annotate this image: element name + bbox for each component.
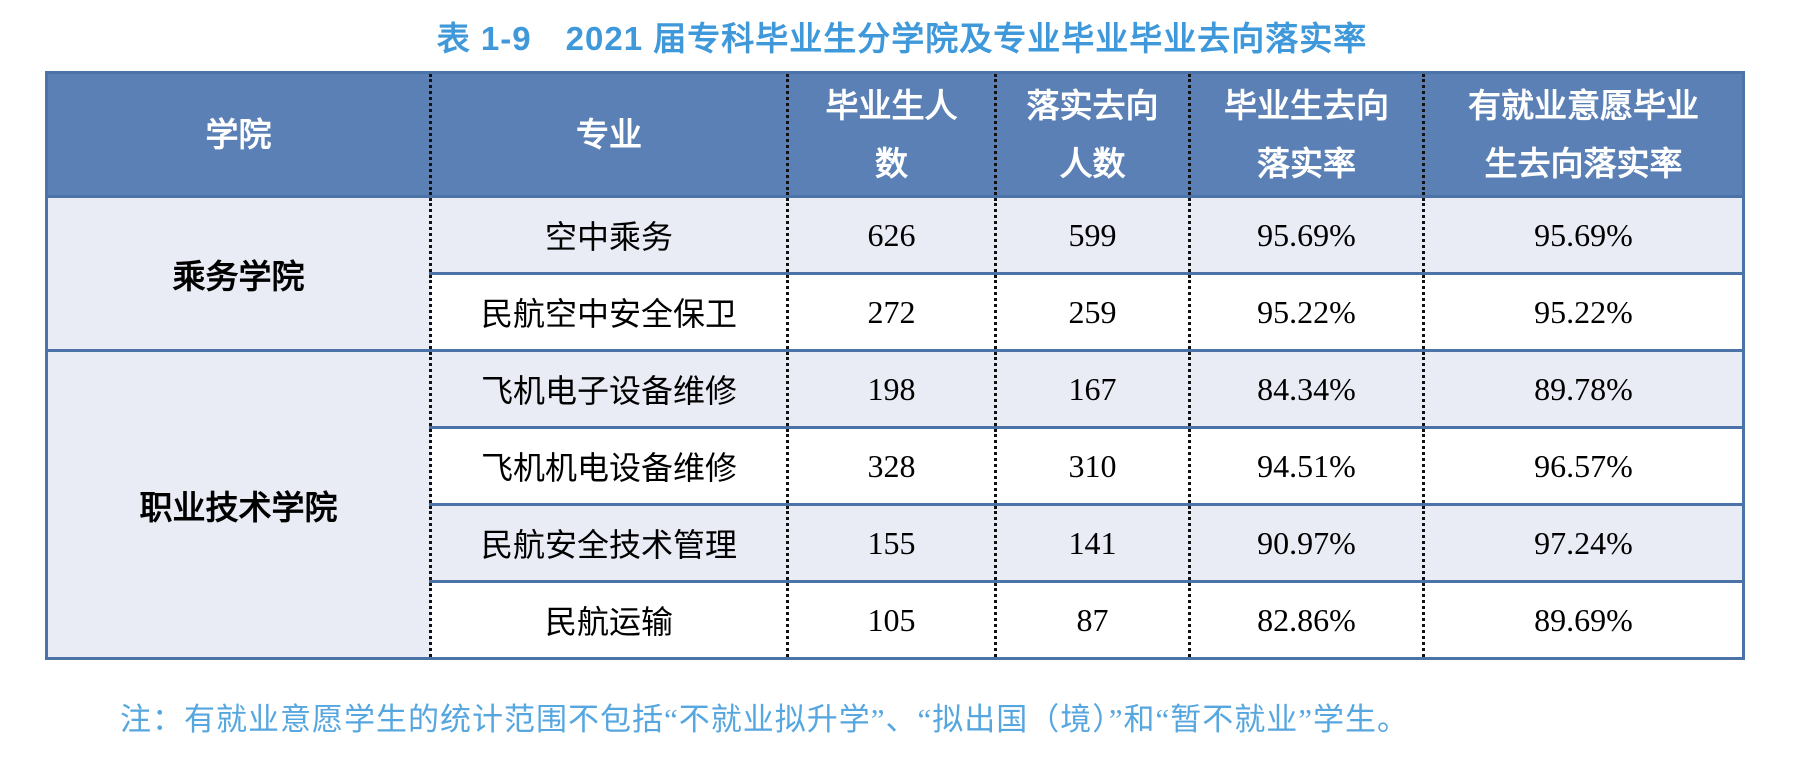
college-cell-chengwu: 乘务学院 [46, 196, 431, 352]
table-row: 乘务学院 空中乘务 626 599 95.69% 95.69% [46, 196, 1744, 352]
major-cell: 飞机电子设备维修 [429, 350, 788, 429]
graduates-cell: 328 [786, 427, 996, 506]
willing-rate-cell: 89.78% [1422, 350, 1744, 429]
header-row: 学院 专业 毕业生人 数 落实去向 人数 毕业生去向 落实率 有就业意愿毕业 生… [46, 72, 1744, 198]
rate-cell: 84.34% [1188, 350, 1424, 429]
header-major: 专业 [429, 72, 788, 198]
table-row: 民航运输 105 87 82.86% 89.69% [47, 581, 1744, 660]
graduates-cell: 198 [786, 350, 996, 429]
willing-rate-cell: 95.69% [1422, 196, 1744, 275]
table-row: 民航空中安全保卫 272 259 95.22% 95.22% [47, 273, 1744, 352]
willing-rate-cell: 97.24% [1422, 504, 1744, 583]
graduates-cell: 626 [786, 196, 996, 275]
major-cell: 飞机机电设备维修 [429, 427, 788, 506]
report-page: 表 1-9 2021 届专科毕业生分学院及专业毕业毕业去向落实率 学院 专业 毕… [0, 12, 1804, 760]
college-cell-zhiye: 职业技术学院 [46, 350, 431, 660]
implemented-cell: 167 [994, 350, 1190, 429]
implemented-cell: 259 [994, 273, 1190, 352]
table-row: 民航安全技术管理 155 141 90.97% 97.24% [47, 504, 1744, 583]
header-college: 学院 [46, 72, 431, 198]
implemented-cell: 141 [994, 504, 1190, 583]
major-cell: 民航空中安全保卫 [429, 273, 788, 352]
rate-cell: 95.22% [1188, 273, 1424, 352]
willing-rate-cell: 89.69% [1422, 581, 1744, 660]
table-row: 职业技术学院 飞机电子设备维修 198 167 84.34% 89.78% [46, 350, 1744, 660]
major-cell: 空中乘务 [429, 196, 788, 275]
header-graduates: 毕业生人 数 [786, 72, 996, 198]
rate-cell: 94.51% [1188, 427, 1424, 506]
graduates-cell: 105 [786, 581, 996, 660]
major-cell: 民航安全技术管理 [429, 504, 788, 583]
rate-cell: 82.86% [1188, 581, 1424, 660]
willing-rate-cell: 96.57% [1422, 427, 1744, 506]
rate-cell: 95.69% [1188, 196, 1424, 275]
graduates-cell: 272 [786, 273, 996, 352]
footnote: 注：有就业意愿学生的统计范围不包括“不就业拟升学”、“拟出国（境）”和“暂不就业… [120, 702, 1410, 737]
table-row: 飞机机电设备维修 328 310 94.51% 96.57% [47, 427, 1744, 506]
implemented-cell: 599 [994, 196, 1190, 275]
employment-rate-table: 学院 专业 毕业生人 数 落实去向 人数 毕业生去向 落实率 有就业意愿毕业 生… [45, 71, 1745, 660]
implemented-cell: 310 [994, 427, 1190, 506]
header-willing-rate: 有就业意愿毕业 生去向落实率 [1422, 72, 1744, 198]
graduates-cell: 155 [786, 504, 996, 583]
header-rate: 毕业生去向 落实率 [1188, 72, 1424, 198]
major-cell: 民航运输 [429, 581, 788, 660]
rate-cell: 90.97% [1188, 504, 1424, 583]
table-title: 表 1-9 2021 届专科毕业生分学院及专业毕业毕业去向落实率 [436, 20, 1368, 57]
willing-rate-cell: 95.22% [1422, 273, 1744, 352]
implemented-cell: 87 [994, 581, 1190, 660]
header-implemented: 落实去向 人数 [994, 72, 1190, 198]
